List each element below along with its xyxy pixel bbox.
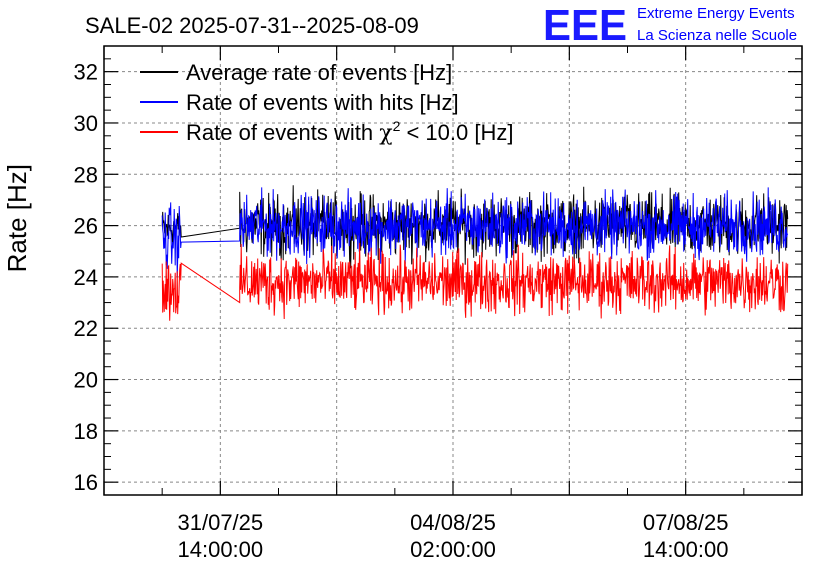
- x-tick-label-date: 31/07/25: [178, 510, 264, 535]
- y-tick-label: 20: [74, 368, 98, 393]
- y-tick-label: 26: [74, 214, 98, 239]
- series-line-3: [161, 242, 789, 321]
- y-tick-label: 16: [74, 470, 98, 495]
- data-traces: [161, 185, 789, 321]
- y-tick-label: 28: [74, 162, 98, 187]
- y-axis-label: Rate [Hz]: [2, 164, 32, 272]
- x-tick-label-date: 07/08/25: [643, 510, 729, 535]
- legend-label-2: Rate of events with hits [Hz]: [186, 90, 459, 115]
- x-tick-label-date: 04/08/25: [410, 510, 496, 535]
- eee-logo-line-2: La Scienza nelle Scuole: [637, 27, 797, 44]
- x-axis: 31/07/2514:00:0004/08/2502:00:0007/08/25…: [103, 46, 803, 562]
- x-tick-label-time: 14:00:00: [178, 537, 264, 562]
- y-axis: 16 18 20 22 24 26 28 30 32: [74, 45, 802, 496]
- x-tick-label-time: 14:00:00: [643, 537, 729, 562]
- x-tick-label-time: 02:00:00: [410, 537, 496, 562]
- y-tick-label: 24: [74, 265, 98, 290]
- chart-title: SALE-02 2025-07-31--2025-08-09: [85, 13, 419, 38]
- eee-logo: EEE Extreme Energy Events La Scienza nel…: [543, 1, 797, 50]
- legend-label-1: Average rate of events [Hz]: [186, 60, 452, 85]
- legend-label-3: Rate of events with χ2 < 10.0 [Hz]: [186, 118, 513, 146]
- legend: Average rate of events [Hz] Rate of event…: [140, 60, 513, 146]
- eee-logo-line-1: Extreme Energy Events: [637, 5, 795, 22]
- y-tick-label: 22: [74, 316, 98, 341]
- y-tick-label: 32: [74, 60, 98, 85]
- eee-logo-letters: EEE: [543, 1, 627, 50]
- y-tick-label: 30: [74, 111, 98, 136]
- y-tick-label: 18: [74, 419, 98, 444]
- series-line-2: [161, 187, 789, 278]
